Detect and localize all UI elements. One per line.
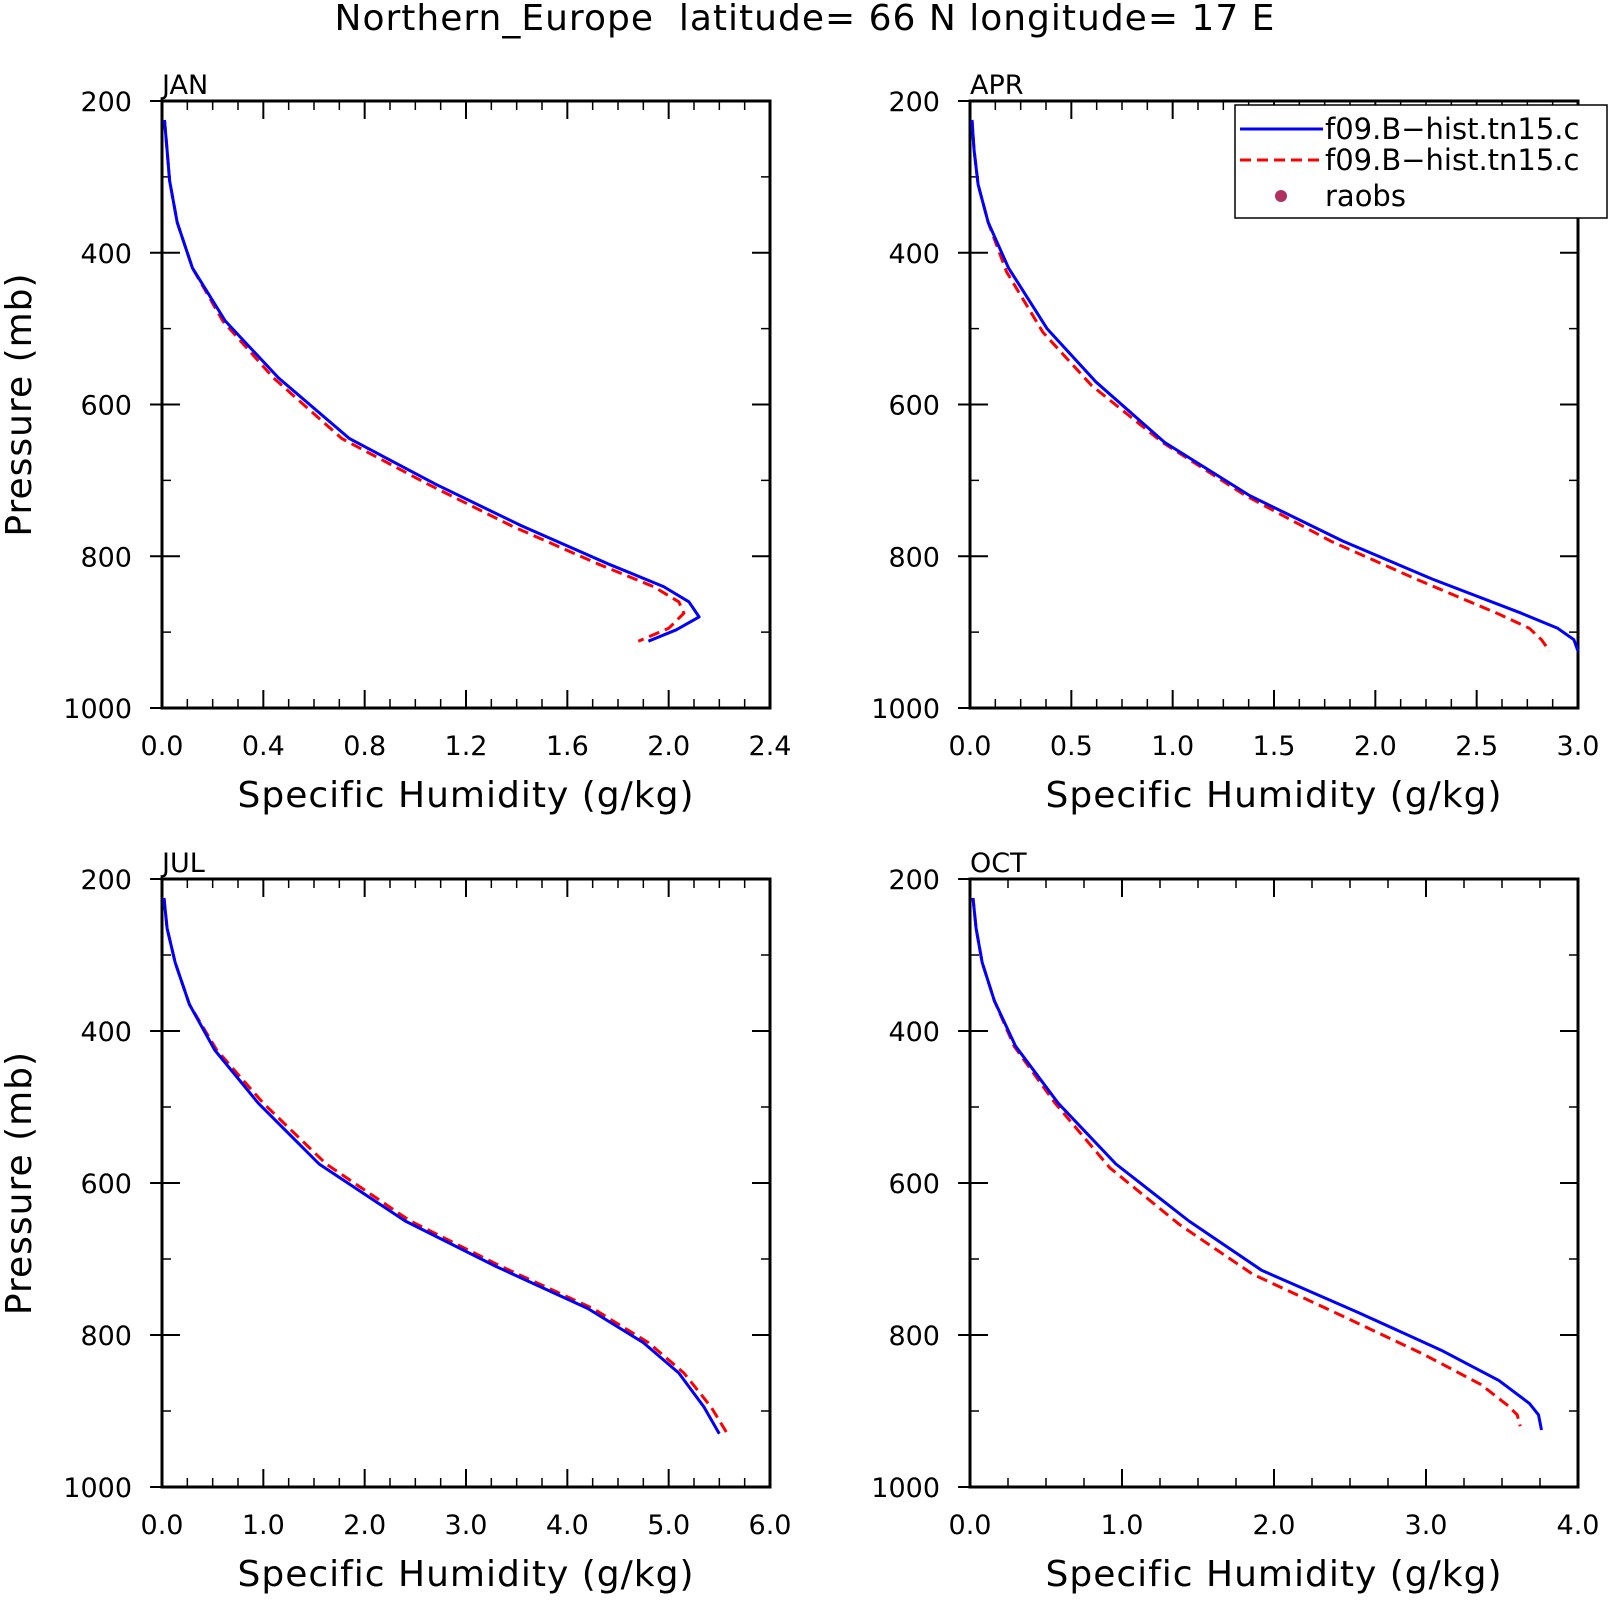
plot-frame (968, 877, 1580, 1489)
y-tick-label: 200 (888, 87, 940, 118)
x-tick-label: 1.0 (242, 1510, 285, 1541)
x-axis-title: Specific Humidity (g/kg) (1045, 1554, 1502, 1595)
figure-title: Northern_Europe latitude= 66 N longitude… (335, 0, 1276, 39)
panel-jan: 0.0 0.4 0.8 1.2 1.6 2.0 2.4 200 400 600 800 1000 JAN… (0, 70, 791, 816)
x-tick-label: 3.0 (1557, 731, 1600, 762)
y-tick-label: 400 (888, 239, 940, 270)
x-axis-title: Specific Humidity (g/kg) (237, 1554, 694, 1595)
series-solid (163, 119, 701, 643)
plot-frame (160, 877, 772, 1489)
x-tick-label: 0.8 (343, 731, 386, 762)
y-tick-label: 1000 (63, 1473, 132, 1504)
x-tick-label: 0.0 (141, 1510, 184, 1541)
legend-marker-raobs (1275, 190, 1287, 202)
x-tick-label: 5.0 (647, 1510, 690, 1541)
x-tick-label: 0.0 (949, 731, 992, 762)
y-tick-label: 200 (888, 865, 940, 896)
x-axis-title: Specific Humidity (g/kg) (1045, 775, 1502, 816)
x-tick-label: 0.4 (242, 731, 285, 762)
series-solid (971, 897, 1543, 1431)
x-tick-label: 1.0 (1151, 731, 1194, 762)
y-tick-label: 200 (80, 865, 132, 896)
x-tick-label: 4.0 (546, 1510, 589, 1541)
panel-jul: 0.0 1.0 2.0 3.0 4.0 5.0 6.0 200 400 600 800 1000 JUL… (0, 848, 791, 1595)
y-tick-label: 600 (80, 1169, 132, 1200)
y-tick-label: 800 (888, 542, 940, 573)
x-tick-label: 0.5 (1050, 731, 1093, 762)
x-tick-label: 2.0 (647, 731, 690, 762)
series-dashed (163, 119, 686, 643)
y-axis-title: Pressure (mb) (0, 1051, 40, 1315)
panel-label: APR (970, 70, 1024, 101)
y-tick-label: 600 (888, 1169, 940, 1200)
y-tick-label: 400 (888, 1017, 940, 1048)
x-tick-label: 1.0 (1101, 1510, 1144, 1541)
x-tick-label: 6.0 (749, 1510, 792, 1541)
x-tick-label: 2.4 (749, 731, 792, 762)
x-tick-label: 0.0 (949, 1510, 992, 1541)
x-tick-label: 1.2 (445, 731, 488, 762)
panel-label: JUL (160, 848, 205, 879)
panel-label: JAN (160, 70, 208, 101)
panel-oct: 0.0 1.0 2.0 3.0 4.0 200 400 600 800 1000 OCT Specif… (871, 848, 1599, 1595)
y-axis-title: Pressure (mb) (0, 272, 40, 536)
x-tick-label: 2.0 (1354, 731, 1397, 762)
y-tick-label: 200 (80, 87, 132, 118)
y-tick-label: 600 (80, 391, 132, 422)
x-tick-label: 2.0 (1253, 1510, 1296, 1541)
x-tick-label: 2.5 (1455, 731, 1498, 762)
x-tick-label: 2.0 (343, 1510, 386, 1541)
x-tick-label: 1.6 (546, 731, 589, 762)
y-tick-label: 800 (80, 542, 132, 573)
legend: f09.B−hist.tn15.c f09.B−hist.tn15.c raob… (1234, 104, 1608, 219)
panel-label: OCT (970, 848, 1027, 879)
y-tick-label: 400 (80, 239, 132, 270)
x-tick-label: 3.0 (1405, 1510, 1448, 1541)
y-tick-label: 1000 (63, 694, 132, 725)
series-dashed (162, 897, 729, 1435)
x-tick-label: 1.5 (1253, 731, 1296, 762)
x-tick-label: 3.0 (445, 1510, 488, 1541)
y-tick-label: 800 (80, 1321, 132, 1352)
series-solid (970, 119, 1580, 652)
y-tick-label: 600 (888, 391, 940, 422)
legend-label-1: f09.B−hist.tn15.c (1325, 112, 1579, 146)
y-tick-label: 400 (80, 1017, 132, 1048)
series-dashed (971, 897, 1522, 1427)
y-tick-label: 1000 (871, 694, 940, 725)
legend-label-2: f09.B−hist.tn15.c (1325, 143, 1579, 177)
legend-label-3: raobs (1325, 179, 1406, 213)
y-tick-label: 800 (888, 1321, 940, 1352)
x-tick-label: 0.0 (141, 731, 184, 762)
x-tick-label: 4.0 (1557, 1510, 1600, 1541)
x-axis-title: Specific Humidity (g/kg) (237, 775, 694, 816)
series-solid (162, 897, 721, 1435)
y-tick-label: 1000 (871, 1473, 940, 1504)
